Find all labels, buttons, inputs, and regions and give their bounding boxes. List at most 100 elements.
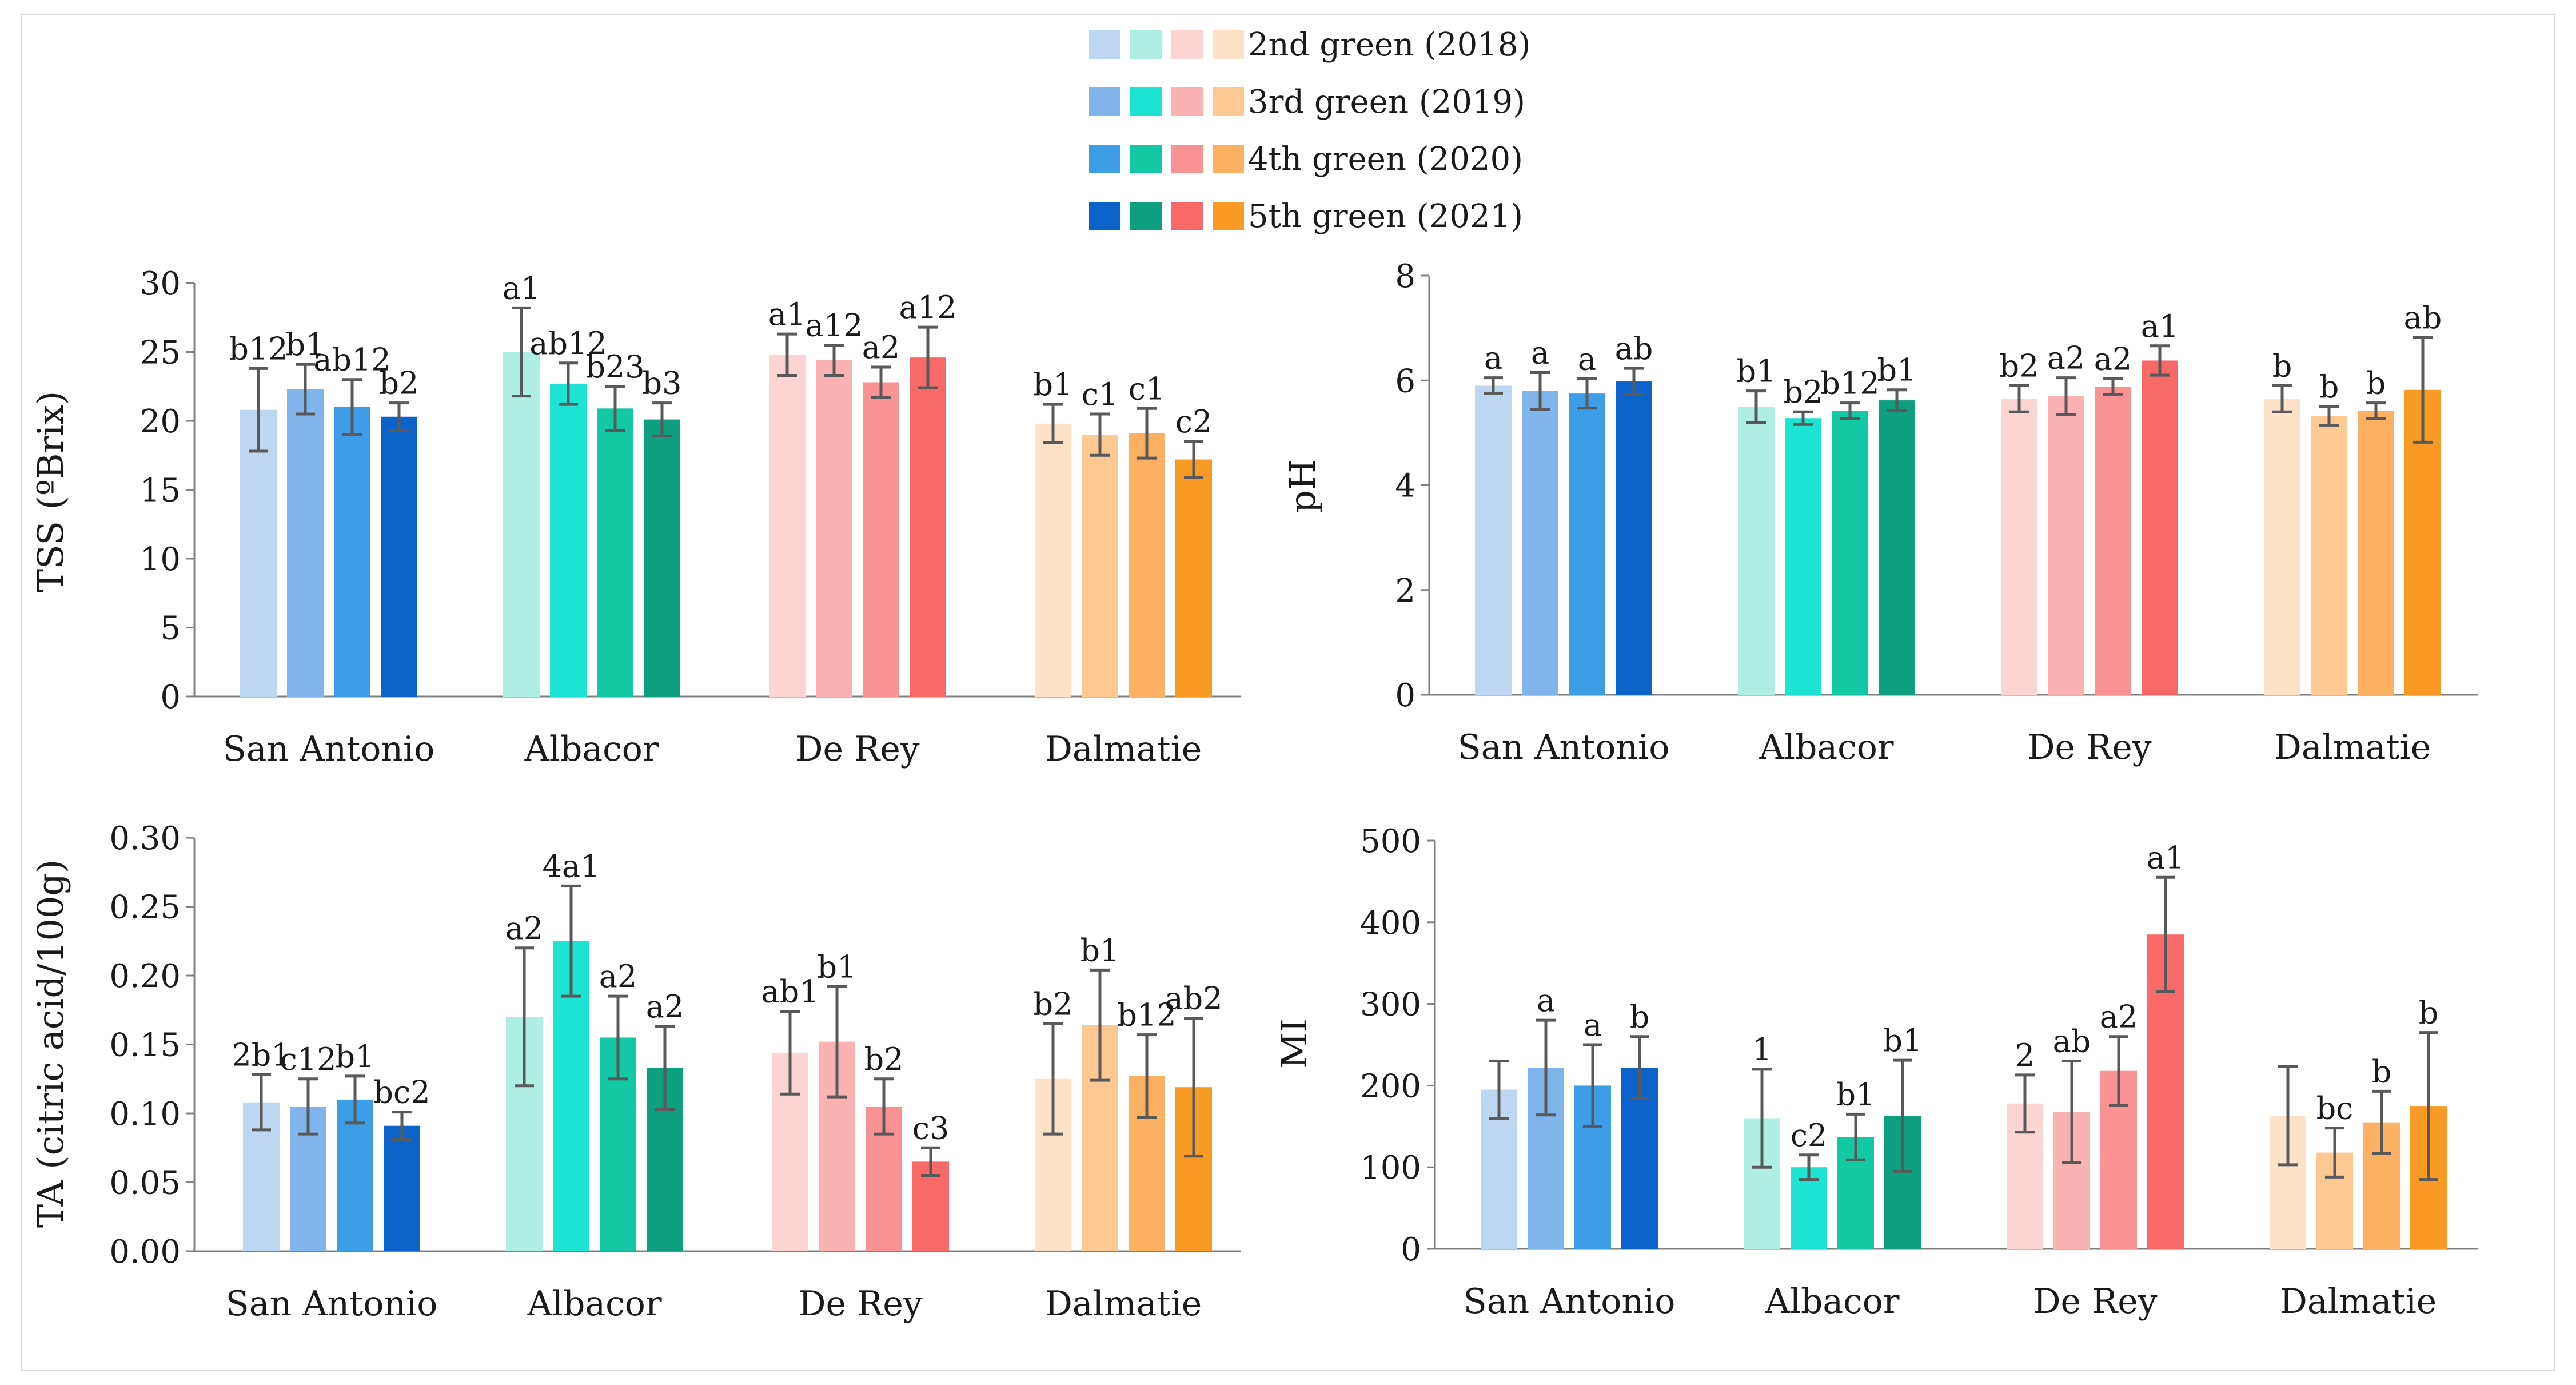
bar — [1175, 459, 1212, 697]
significance-label: 4a1 — [543, 848, 600, 884]
bar — [2048, 396, 2084, 695]
bar — [1035, 423, 1071, 697]
significance-label: a1 — [2141, 308, 2179, 344]
bar — [503, 352, 540, 697]
bar — [334, 407, 370, 697]
significance-label: b1 — [1836, 1076, 1876, 1112]
bar — [597, 408, 633, 697]
significance-label: 1 — [1752, 1032, 1772, 1068]
y-tick-label: 0.00 — [109, 1233, 181, 1271]
y-tick-label: 0.25 — [109, 889, 181, 926]
bar — [1522, 391, 1558, 695]
bar — [2311, 416, 2347, 695]
significance-label: b — [2366, 365, 2386, 401]
y-axis-title: MI — [1273, 1018, 1315, 1069]
x-tick-label: San Antonio — [1464, 1281, 1676, 1322]
legend-swatch — [1213, 87, 1244, 116]
legend-entry-2019: 3rd green (2019) — [1089, 83, 1525, 121]
bar — [2264, 399, 2300, 695]
significance-label: b — [2272, 348, 2292, 384]
bar — [2358, 411, 2394, 695]
x-tick-label: De Rey — [795, 729, 919, 769]
significance-label: a12 — [899, 289, 957, 325]
bar — [1616, 381, 1652, 695]
legend-swatch — [1171, 30, 1203, 59]
significance-label: b1 — [1877, 352, 1917, 388]
y-tick-label: 10 — [140, 541, 181, 578]
bar — [863, 382, 899, 697]
significance-label: ab12 — [313, 342, 390, 378]
significance-label: a2 — [505, 910, 544, 946]
significance-label: c1 — [1082, 376, 1119, 412]
significance-label: c12 — [280, 1041, 337, 1077]
x-tick-label: Albacor — [1758, 727, 1893, 767]
y-tick-label: 0.05 — [109, 1165, 181, 1202]
significance-label: c2 — [1791, 1117, 1828, 1153]
x-tick-label: Albacor — [1764, 1281, 1899, 1322]
legend-swatch — [1213, 202, 1244, 230]
significance-label: a2 — [646, 989, 684, 1025]
legend-entry-2020: 4th green (2020) — [1089, 141, 1523, 178]
y-tick-label: 25 — [140, 335, 181, 372]
y-tick-label: 0.15 — [109, 1027, 181, 1064]
y-tick-label: 0.30 — [109, 820, 181, 857]
bar — [2095, 387, 2131, 695]
legend-swatch — [1089, 87, 1120, 116]
bar — [816, 360, 852, 697]
legend-label: 4th green (2020) — [1248, 141, 1523, 178]
legend-entry-2021: 5th green (2021) — [1089, 198, 1523, 235]
significance-label: b2 — [2000, 348, 2039, 384]
y-tick-label: 300 — [1360, 986, 1421, 1024]
y-tick-label: 400 — [1360, 905, 1421, 942]
bar — [1785, 418, 1821, 695]
bar — [1879, 400, 1915, 695]
significance-label: b — [1630, 999, 1650, 1035]
significance-label: b1 — [286, 327, 325, 363]
bar — [1832, 411, 1868, 695]
significance-label: ab — [2404, 300, 2442, 336]
significance-label: c3 — [912, 1110, 950, 1146]
significance-label: b1 — [336, 1038, 375, 1074]
significance-label: a1 — [768, 296, 807, 332]
significance-label: b2 — [864, 1041, 904, 1077]
bar — [1738, 407, 1775, 695]
x-tick-label: Dalmatie — [1045, 1284, 1202, 1324]
y-tick-label: 5 — [160, 610, 181, 647]
bar — [550, 383, 587, 697]
significance-label: a12 — [806, 307, 863, 343]
legend-swatch — [1213, 30, 1244, 59]
significance-label: b1 — [1737, 353, 1776, 389]
significance-label: b2 — [380, 365, 419, 401]
x-tick-label: De Rey — [2027, 727, 2151, 767]
legend-label: 2nd green (2018) — [1248, 26, 1530, 63]
significance-label: b12 — [1117, 997, 1176, 1033]
significance-label: b12 — [1820, 365, 1879, 401]
y-tick-label: 0 — [160, 679, 181, 716]
y-tick-label: 100 — [1360, 1149, 1421, 1187]
significance-label: a — [1531, 335, 1549, 371]
significance-label: ab12 — [529, 325, 607, 361]
y-tick-label: 20 — [140, 403, 181, 440]
x-tick-label: De Rey — [798, 1284, 922, 1324]
significance-label: ab — [2053, 1024, 2091, 1060]
bar — [1129, 433, 1165, 697]
bar — [1475, 385, 1512, 695]
significance-label: b2 — [1784, 374, 1823, 410]
figure-frame — [21, 14, 2555, 1371]
x-tick-label: Albacor — [527, 1284, 661, 1324]
bar — [769, 355, 806, 697]
legend: 2nd green (2018) 3rd green (2019) 4th gr… — [1089, 26, 1530, 235]
y-tick-label: 30 — [140, 265, 181, 303]
significance-label: b1 — [818, 949, 857, 985]
significance-label: b1 — [1034, 367, 1073, 403]
significance-label: bc2 — [373, 1074, 430, 1111]
significance-label: b — [2319, 369, 2339, 405]
x-tick-label: Dalmatie — [1045, 729, 1202, 769]
significance-label: b — [2419, 995, 2439, 1031]
significance-label: a — [1578, 341, 1596, 377]
significance-label: a2 — [2047, 340, 2085, 376]
bar — [2142, 360, 2178, 695]
